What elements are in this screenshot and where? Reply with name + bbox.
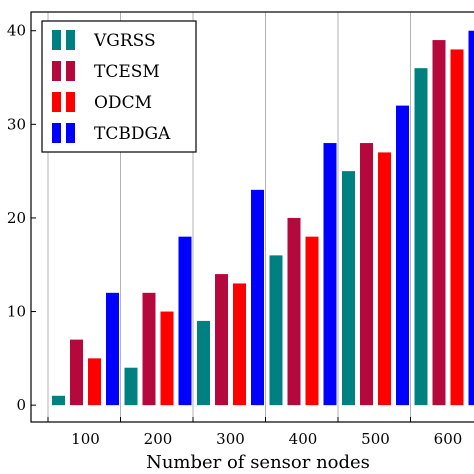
y-tick-label: 40 — [7, 22, 26, 40]
x-tick-label: 300 — [216, 430, 245, 448]
bar-tcesm-100 — [70, 339, 83, 406]
x-tick-label: 200 — [144, 430, 173, 448]
bar-tcbdga-400 — [323, 143, 337, 406]
bar-odcm-500 — [378, 152, 391, 406]
legend-label: VGRSS — [93, 31, 156, 51]
x-tick-label: 600 — [434, 430, 463, 448]
bar-tcesm-400 — [287, 217, 301, 406]
legend-label: TCBDGA — [94, 124, 171, 144]
bar-tcesm-200 — [142, 292, 156, 406]
bar-tcbdga-300 — [251, 189, 264, 406]
bar-vgrss-200 — [124, 367, 138, 406]
x-tick-label: 100 — [71, 430, 100, 448]
y-tick-label: 0 — [16, 396, 26, 414]
y-tick-label: 20 — [7, 209, 26, 227]
bar-odcm-400 — [305, 236, 319, 406]
legend-swatch — [66, 30, 75, 50]
x-axis-label: Number of sensor nodes — [146, 452, 370, 473]
bar-vgrss-500 — [342, 171, 355, 406]
axis-ticks: 100 200 300 400 500 600 0 10 20 30 40 — [7, 22, 462, 448]
bar-tcbdga-600 — [468, 30, 474, 406]
bars — [52, 30, 474, 406]
plot-frame — [30, 11, 474, 423]
y-tick-label: 30 — [7, 115, 26, 133]
legend-swatch — [52, 123, 61, 143]
bar-tcesm-300 — [215, 274, 228, 406]
bar-odcm-200 — [160, 311, 174, 406]
bar-odcm-300 — [233, 283, 246, 406]
bar-tcesm-600 — [432, 40, 446, 406]
bar-tcesm-500 — [360, 143, 373, 406]
bar-odcm-600 — [450, 49, 464, 406]
bar-tcbdga-100 — [106, 292, 119, 406]
legend-swatch — [52, 30, 61, 50]
x-tick-label: 400 — [289, 430, 318, 448]
bar-vgrss-600 — [414, 68, 428, 406]
legend: VGRSS TCESM ODCM TCBDGA — [41, 20, 197, 153]
bar-tcbdga-500 — [396, 105, 409, 406]
bar-tcbdga-200 — [178, 236, 192, 406]
bar-vgrss-100 — [52, 395, 65, 406]
legend-swatch — [66, 123, 75, 143]
legend-label: TCESM — [94, 62, 160, 82]
legend-swatch — [52, 61, 61, 81]
legend-label: ODCM — [94, 93, 152, 113]
bar-vgrss-300 — [197, 320, 210, 406]
bar-odcm-100 — [88, 358, 101, 406]
y-tick-label: 10 — [7, 303, 26, 321]
legend-swatch — [66, 61, 75, 81]
legend-swatch — [66, 92, 75, 112]
bar-vgrss-400 — [269, 255, 283, 406]
legend-swatch — [52, 92, 61, 112]
x-tick-label: 500 — [361, 430, 390, 448]
